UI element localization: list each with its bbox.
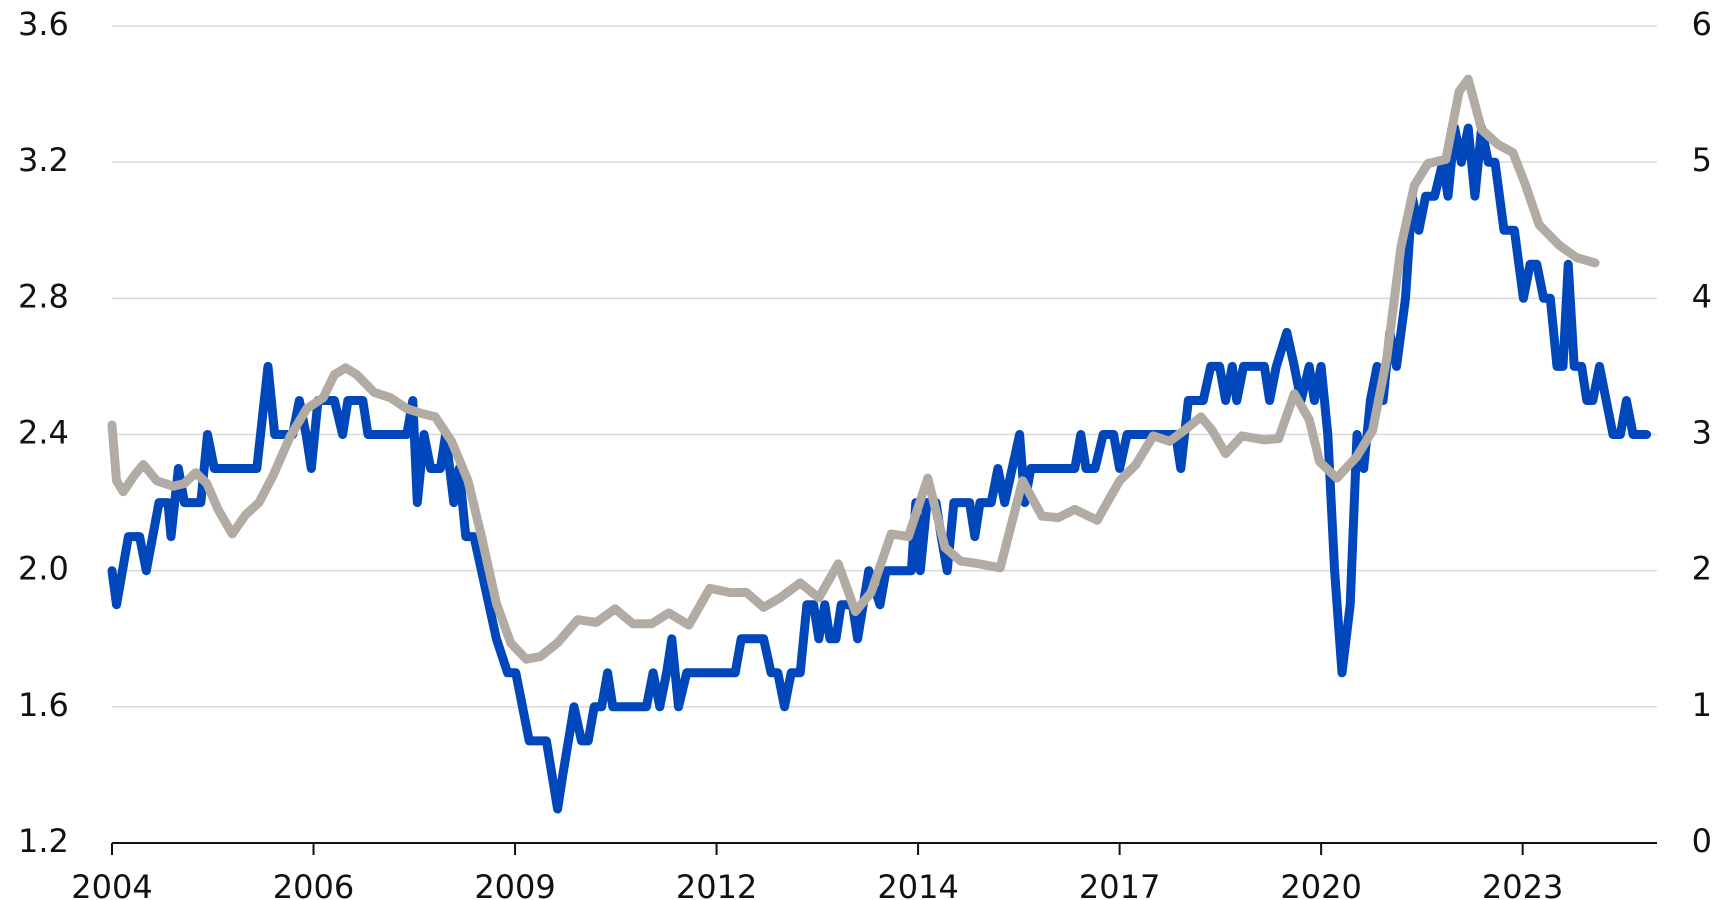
x-tick-label: 2017 xyxy=(1079,868,1160,900)
y2-tick-label: 6 xyxy=(1692,5,1712,43)
x-tick-label: 2014 xyxy=(877,868,958,900)
x-tick-label: 2009 xyxy=(474,868,555,900)
y2-tick-label: 2 xyxy=(1692,550,1712,588)
y-tick-label: 2.8 xyxy=(18,277,69,315)
y-tick-label: 1.6 xyxy=(18,686,69,724)
x-tick-label: 2020 xyxy=(1280,868,1361,900)
series-line xyxy=(107,123,1652,814)
y-tick-label: 3.2 xyxy=(18,141,69,179)
y-tick-label: 1.2 xyxy=(18,822,69,860)
y2-tick-label: 0 xyxy=(1692,822,1712,860)
y-tick-label: 2.0 xyxy=(18,550,69,588)
x-tick-label: 2006 xyxy=(273,868,354,900)
x-tick-label: 2004 xyxy=(71,868,152,900)
y2-tick-label: 4 xyxy=(1692,277,1712,315)
y2-tick-label: 5 xyxy=(1692,141,1712,179)
x-tick-label: 2012 xyxy=(676,868,757,900)
y-tick-label: 2.4 xyxy=(18,414,69,452)
y2-tick-label: 1 xyxy=(1692,686,1712,724)
x-tick-label: 2023 xyxy=(1482,868,1563,900)
series-line xyxy=(107,74,1600,664)
y2-tick-label: 3 xyxy=(1692,414,1712,452)
y-tick-label: 3.6 xyxy=(18,5,69,43)
